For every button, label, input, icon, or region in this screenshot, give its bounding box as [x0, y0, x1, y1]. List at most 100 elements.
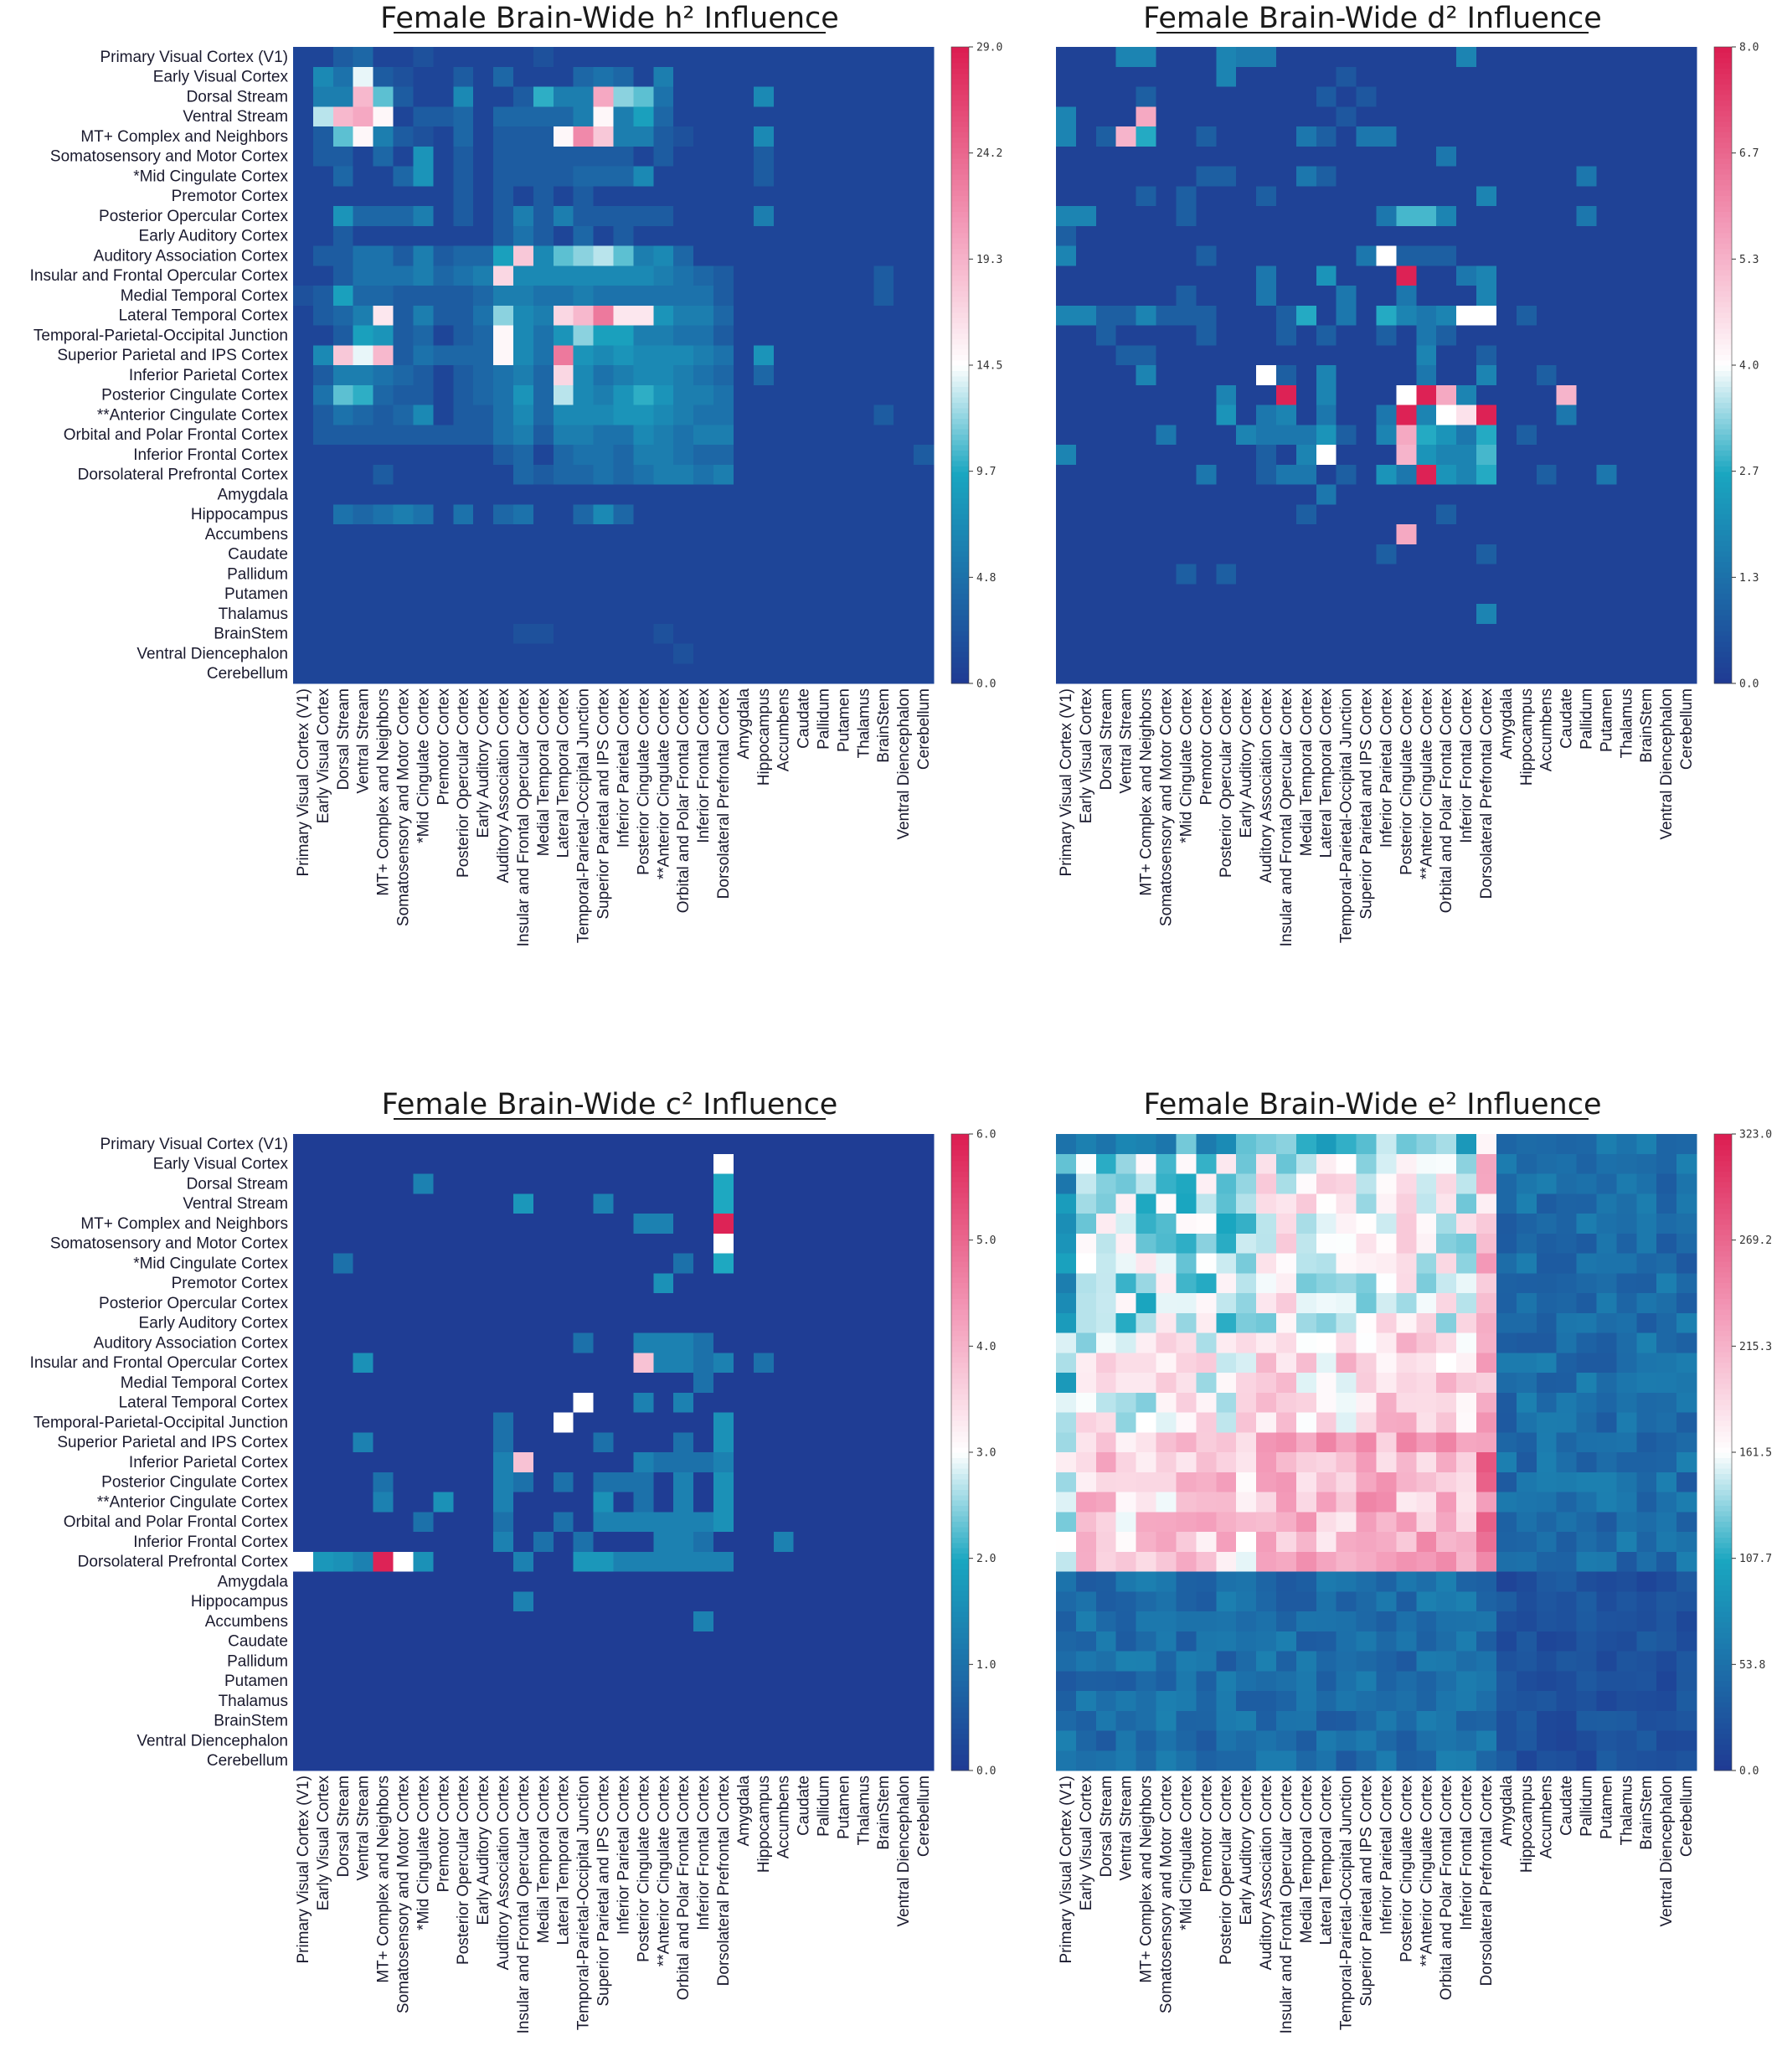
heatmap-cell: [1676, 305, 1697, 326]
heatmap-cell: [1416, 1691, 1437, 1712]
heatmap-cell: [733, 1691, 755, 1712]
heatmap-cell: [1115, 1651, 1137, 1672]
heatmap-cell: [633, 66, 654, 87]
heatmap-cell: [1236, 623, 1257, 644]
heatmap-cell: [713, 47, 734, 68]
heatmap-cell: [1416, 1392, 1437, 1413]
heatmap-cell: [1156, 643, 1177, 664]
colorbar-segment: [1714, 1712, 1732, 1719]
heatmap-cell: [1176, 1691, 1197, 1712]
colorbar-tick-label: 0.0: [1739, 1765, 1759, 1778]
heatmap-cell: [1416, 405, 1437, 425]
heatmap-cell: [1416, 106, 1437, 127]
column-tick-label: Medial Temporal Cortex: [535, 1776, 553, 1944]
heatmap-cell: [1676, 186, 1697, 207]
heatmap-cell: [813, 1611, 834, 1632]
heatmap-cell: [353, 1392, 374, 1413]
heatmap-cell: [493, 1512, 514, 1533]
heatmap-cell: [1676, 1153, 1697, 1174]
heatmap-cell: [1176, 504, 1197, 525]
heatmap-cell: [293, 1412, 314, 1433]
heatmap-cell: [914, 1392, 935, 1413]
heatmap-cell: [1376, 1153, 1397, 1174]
colorbar-segment: [1714, 1691, 1732, 1697]
heatmap-cell: [1136, 225, 1156, 246]
heatmap-cell: [853, 564, 874, 585]
heatmap-cell: [833, 186, 854, 207]
colorbar-segment: [951, 1590, 969, 1596]
heatmap-cell: [1476, 1591, 1497, 1612]
heatmap-cell: [713, 1551, 734, 1572]
heatmap-cell: [512, 1691, 534, 1712]
heatmap-cell: [573, 1631, 594, 1652]
heatmap-cell: [1236, 1412, 1257, 1433]
heatmap-cell: [373, 663, 394, 684]
heatmap-cell: [1295, 126, 1317, 147]
colorbar-segment: [1714, 1739, 1732, 1745]
heatmap-cell: [493, 365, 514, 386]
heatmap-cell: [1616, 1472, 1637, 1492]
heatmap-cell: [593, 1631, 614, 1652]
heatmap-cell: [853, 1392, 874, 1413]
row-tick-label: Ventral Diencephalon: [136, 645, 288, 662]
heatmap-cell: [613, 1253, 634, 1274]
heatmap-cell: [1536, 1432, 1558, 1453]
heatmap-cell: [1416, 1173, 1437, 1194]
heatmap-cell: [1136, 1134, 1156, 1155]
heatmap-cell: [573, 1591, 594, 1612]
heatmap-cell: [1075, 1353, 1097, 1374]
heatmap-cell: [433, 1571, 454, 1592]
heatmap-cell: [1436, 1332, 1457, 1353]
colorbar-segment: [951, 1653, 969, 1660]
heatmap-cell: [393, 66, 414, 87]
heatmap-cell: [773, 1691, 795, 1712]
heatmap-cell: [433, 106, 454, 127]
heatmap-cell: [1156, 1591, 1177, 1612]
heatmap-cell: [693, 524, 714, 545]
heatmap-cell: [1556, 1412, 1577, 1433]
heatmap-cell: [633, 1412, 654, 1433]
heatmap-cell: [1496, 1452, 1517, 1473]
heatmap-cell: [1196, 1173, 1217, 1194]
heatmap-cell: [1416, 524, 1437, 545]
heatmap-cell: [1576, 1233, 1597, 1254]
heatmap-cell: [1596, 484, 1617, 505]
heatmap-cell: [1396, 1432, 1417, 1453]
heatmap-cell: [1356, 1512, 1377, 1533]
heatmap-cell: [433, 623, 454, 644]
heatmap-cell: [1256, 1173, 1277, 1194]
colorbar-segment: [1714, 216, 1732, 223]
colorbar-segment: [1714, 482, 1732, 488]
heatmap-cell: [1056, 1273, 1077, 1294]
heatmap-cell: [1336, 265, 1357, 286]
heatmap-cell: [1075, 1671, 1097, 1692]
colorbar-segment: [1714, 174, 1732, 180]
heatmap-cell: [773, 186, 795, 207]
heatmap-cell: [1496, 66, 1517, 87]
heatmap-cell: [833, 206, 854, 227]
heatmap-cell: [1075, 126, 1097, 147]
heatmap-cell: [1616, 126, 1637, 147]
heatmap-cell: [332, 245, 354, 266]
colorbar-segment: [1714, 588, 1732, 594]
heatmap-cell: [1436, 1532, 1457, 1553]
heatmap-cell: [773, 106, 795, 127]
heatmap-cell: [1556, 126, 1577, 147]
heatmap-cell: [813, 166, 834, 187]
heatmap-cell: [1115, 1730, 1137, 1751]
heatmap-cell: [873, 225, 894, 246]
heatmap-cell: [553, 1353, 574, 1374]
heatmap-cell: [1176, 1472, 1197, 1492]
colorbar-segment: [951, 1701, 969, 1708]
heatmap-cell: [773, 286, 795, 307]
heatmap-cell: [332, 464, 354, 485]
heatmap-cell: [1436, 1134, 1457, 1155]
heatmap-cell: [1676, 1691, 1697, 1712]
heatmap-cell: [573, 1293, 594, 1314]
heatmap-cell: [353, 445, 374, 466]
heatmap-cell: [1156, 1332, 1177, 1353]
heatmap-cell: [512, 643, 534, 664]
heatmap-cell: [1576, 564, 1597, 585]
column-tick-label: Somatosensory and Motor Cortex: [394, 688, 412, 927]
heatmap-cell: [433, 524, 454, 545]
